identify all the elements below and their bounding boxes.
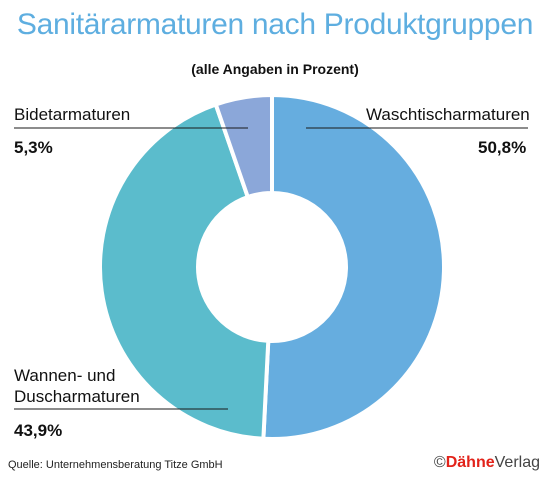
slice-waschtischarmaturen — [261, 92, 446, 441]
chart-subtitle: (alle Angaben in Prozent) — [191, 61, 359, 77]
label-wannen-line2: Duscharmaturen — [14, 387, 140, 406]
value-wannen-duscharmaturen: 43,9% — [14, 421, 63, 440]
source-note: Quelle: Unternehmensberatung Titze GmbH — [8, 459, 223, 471]
label-bidetarmaturen: Bidetarmaturen — [14, 105, 131, 124]
value-waschtischarmaturen: 50,8% — [478, 138, 527, 157]
slice-bidetarmaturen — [213, 92, 274, 200]
value-bidetarmaturen: 5,3% — [14, 138, 53, 157]
publisher-logo: ©DähneVerlag — [434, 454, 540, 472]
chart-title: Sanitärarmaturen nach Produktgruppen — [16, 8, 534, 41]
publisher-brand: Dähne — [445, 454, 495, 471]
copyright-symbol: © — [433, 454, 446, 471]
slice-wannen-duscharmaturen — [98, 101, 271, 441]
publisher-suffix: Verlag — [494, 454, 540, 471]
label-waschtischarmaturen: Waschtischarmaturen — [366, 105, 530, 124]
label-wannen-line1: Wannen- und — [14, 366, 116, 385]
